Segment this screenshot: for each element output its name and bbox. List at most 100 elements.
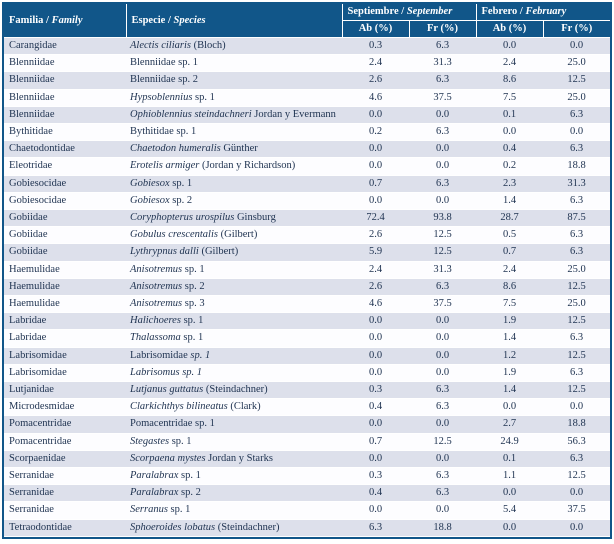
species-plain-text: (Steindachner) xyxy=(203,384,268,396)
species-latin-name: Scorpaena mystes xyxy=(130,452,206,464)
species-latin-name: Clarkichthys bilineatus xyxy=(130,401,228,413)
species-cell: Paralabrax sp. 2 xyxy=(126,484,342,503)
species-abundance-table: Familia / Family Especie / Species Septi… xyxy=(4,4,610,537)
species-latin-name: Coryphopterus urospilus xyxy=(130,212,235,224)
table-row: Lutjanidae Lutjanus guttatus (Steindachne… xyxy=(4,381,610,400)
column-header-september-ab: Ab (%) xyxy=(342,20,410,38)
family-cell: Serranidae xyxy=(4,467,126,486)
table-header: Familia / Family Especie / Species Septi… xyxy=(4,4,610,38)
february-ab-cell: 1.1 xyxy=(476,467,543,486)
species-latin-name: Paralabrax xyxy=(130,487,179,499)
column-group-february: Febrero / February xyxy=(476,4,610,21)
september-fr-cell: 0.0 xyxy=(409,140,476,159)
september-fr-cell: 37.5 xyxy=(409,89,476,107)
species-cell: Bythitidae sp. 1 xyxy=(126,123,342,142)
species-cell: Labrisomus sp. 1 xyxy=(126,364,342,383)
september-fr-cell: 0.0 xyxy=(409,192,476,211)
table-row: Pomacentridae Pomacentridae sp. 1 0.0 0.0 2.… xyxy=(4,415,610,434)
february-fr-cell: 31.3 xyxy=(543,175,610,193)
species-cell: Gobiesox sp. 1 xyxy=(126,175,342,193)
family-cell: Serranidae xyxy=(4,484,126,503)
species-latin-name: Hypsoblennius xyxy=(130,91,193,103)
september-fr-cell: 12.5 xyxy=(409,226,476,245)
species-plain-text: sp. 2 xyxy=(169,194,193,206)
header-september-sep: / xyxy=(398,6,407,17)
september-fr-cell: 93.8 xyxy=(409,209,476,228)
species-plain-text: Blenniidae sp. 1 xyxy=(130,57,198,69)
september-ab-cell: 0.0 xyxy=(342,312,409,331)
species-cell: Clarkichthys bilineatus (Clark) xyxy=(126,398,342,417)
species-cell: Stegastes sp. 1 xyxy=(126,433,342,451)
column-header-family: Familia / Family xyxy=(4,4,127,38)
family-cell: Serranidae xyxy=(4,501,126,520)
species-plain-text: (Jordan y Richardson) xyxy=(199,160,296,172)
table-row: Blenniidae Blenniidae sp. 2 2.6 6.3 8.6 12.5 xyxy=(4,71,610,90)
september-ab-cell: 0.0 xyxy=(342,192,409,211)
species-cell: Paralabrax sp. 1 xyxy=(126,467,342,486)
february-ab-cell: 7.5 xyxy=(476,295,543,314)
february-fr-cell: 0.0 xyxy=(543,519,610,537)
species-plain-text: Jordan y Evermann xyxy=(251,108,336,120)
september-fr-cell: 6.3 xyxy=(409,467,476,486)
species-plain-text: sp. 1 xyxy=(180,315,204,327)
family-cell: Gobiesocidae xyxy=(4,192,126,211)
september-fr-cell: 6.3 xyxy=(409,381,476,400)
table-row: Labrisomidae Labrisomidae sp. 1 0.0 0.0 1.2 1… xyxy=(4,347,610,365)
species-latin-name: Halichoeres xyxy=(130,315,181,327)
february-ab-cell: 2.7 xyxy=(476,415,543,434)
february-ab-cell: 0.4 xyxy=(476,140,543,159)
september-fr-cell: 0.0 xyxy=(409,157,476,176)
september-fr-cell: 18.8 xyxy=(409,519,476,537)
species-cell: Labrisomidae sp. 1 xyxy=(126,347,342,365)
species-cell: Erotelis armiger (Jordan y Richardson) xyxy=(126,157,342,176)
february-fr-cell: 25.0 xyxy=(543,295,610,314)
species-latin-name: Lythrypnus dalli xyxy=(130,246,199,258)
september-fr-cell: 12.5 xyxy=(409,433,476,451)
table-row: Haemulidae Anisotremus sp. 1 2.4 31.3 2.4 25.… xyxy=(4,261,610,279)
species-plain-text: Bythitidae sp. 1 xyxy=(130,126,197,138)
february-ab-cell: 1.4 xyxy=(476,381,543,400)
header-september-en: September xyxy=(406,6,453,17)
september-fr-cell: 0.0 xyxy=(409,415,476,434)
september-ab-cell: 5.9 xyxy=(342,243,409,262)
column-header-september-fr: Fr (%) xyxy=(409,20,477,38)
february-ab-cell: 0.0 xyxy=(476,123,543,142)
table-row: Carangidae Alectis ciliaris (Bloch) 0.3 6.3… xyxy=(4,37,610,56)
september-ab-cell: 0.3 xyxy=(342,37,409,56)
species-plain-text: (Clark) xyxy=(227,401,261,413)
february-fr-cell: 12.5 xyxy=(543,381,610,400)
species-latin-name: Anisotremus xyxy=(130,263,183,275)
family-cell: Labridae xyxy=(4,329,126,348)
february-fr-cell: 6.3 xyxy=(543,329,610,348)
species-cell: Ophioblennius steindachneri Jordan y Eve… xyxy=(126,106,342,125)
february-ab-cell: 28.7 xyxy=(476,209,543,228)
february-ab-cell: 0.1 xyxy=(476,106,543,125)
september-fr-cell: 0.0 xyxy=(409,347,476,365)
february-fr-cell: 6.3 xyxy=(543,226,610,245)
species-cell: Scorpaena mystes Jordan y Starks xyxy=(126,450,342,469)
column-header-february-fr: Fr (%) xyxy=(543,20,610,38)
september-ab-cell: 2.4 xyxy=(342,261,409,279)
family-cell: Gobiesocidae xyxy=(4,175,126,193)
february-fr-cell: 25.0 xyxy=(543,89,610,107)
header-february-sep: / xyxy=(517,6,526,17)
table-row: Haemulidae Anisotremus sp. 2 2.6 6.3 8.6 12.5 xyxy=(4,278,610,297)
september-ab-cell: 0.3 xyxy=(342,467,409,486)
species-plain-text: Günther xyxy=(220,143,258,155)
species-plain-text: sp. 1 xyxy=(180,332,204,344)
february-fr-cell: 6.3 xyxy=(543,106,610,125)
september-ab-cell: 0.2 xyxy=(342,123,409,142)
february-fr-cell: 12.5 xyxy=(543,278,610,297)
february-fr-cell: 12.5 xyxy=(543,312,610,331)
september-ab-cell: 0.0 xyxy=(342,450,409,469)
header-family-en: Family xyxy=(51,14,83,26)
september-fr-cell: 0.0 xyxy=(409,106,476,125)
table-row: Serranidae Serranus sp. 1 0.0 0.0 5.4 37.5 xyxy=(4,501,610,520)
family-cell: Chaetodontidae xyxy=(4,140,126,159)
february-ab-cell: 5.4 xyxy=(476,501,543,520)
table-row: Gobiidae Coryphopterus urospilus Ginsburg… xyxy=(4,209,610,228)
species-plain-text: sp. 1 xyxy=(178,470,201,482)
table-row: Tetraodontidae Sphoeroides lobatus (Stein… xyxy=(4,519,610,537)
february-fr-cell: 0.0 xyxy=(543,484,610,503)
